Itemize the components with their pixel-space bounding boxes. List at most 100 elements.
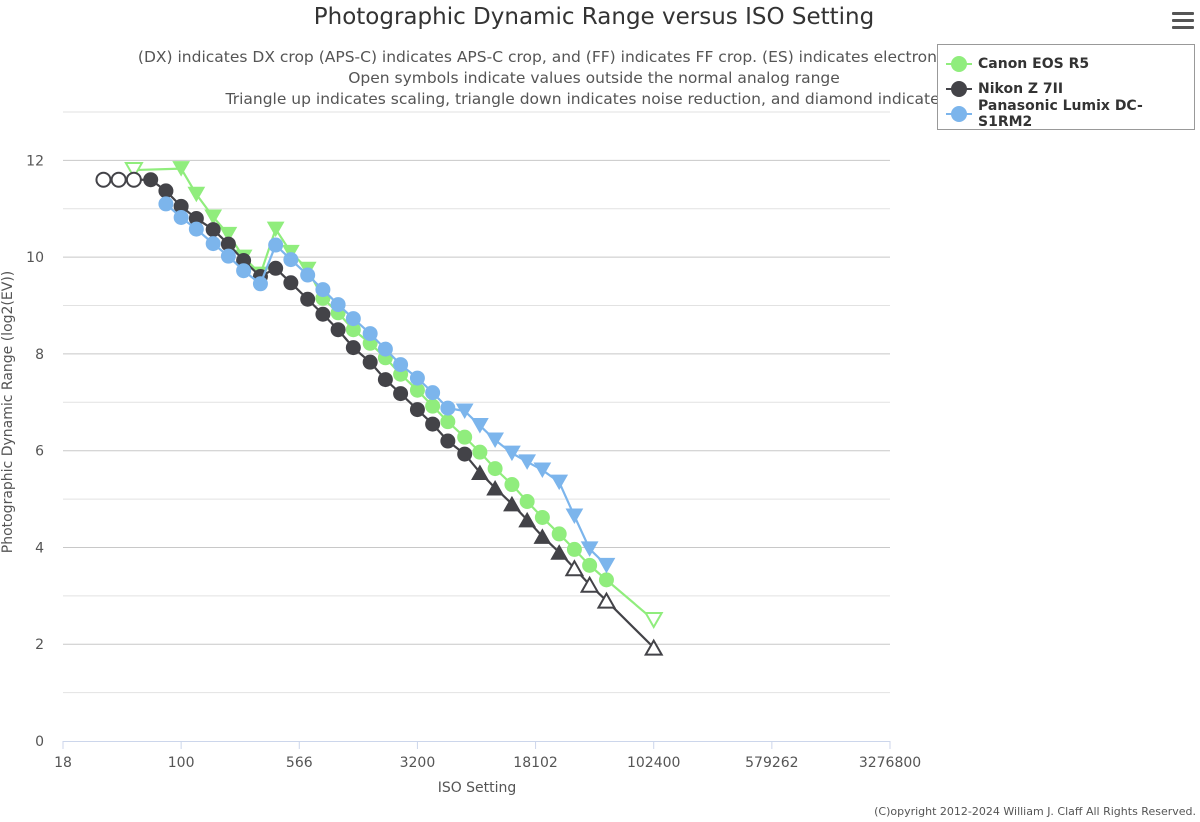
data-point-marker bbox=[643, 612, 664, 630]
data-point-marker bbox=[173, 209, 189, 225]
x-tick-label: 3276800 bbox=[859, 755, 921, 771]
data-point-marker bbox=[582, 557, 598, 573]
chart-legend: Canon EOS R5 Nikon Z 7II Panasonic Lumix D… bbox=[937, 44, 1195, 130]
data-point-marker bbox=[158, 183, 174, 199]
data-point-marker bbox=[457, 429, 473, 445]
data-point-marker bbox=[643, 638, 664, 656]
data-point-marker bbox=[219, 226, 238, 243]
data-point-marker bbox=[362, 326, 378, 342]
data-point-marker bbox=[330, 322, 346, 338]
data-point-marker bbox=[564, 559, 585, 577]
data-point-marker bbox=[425, 385, 441, 401]
data-point-marker bbox=[268, 237, 284, 253]
data-point-marker bbox=[580, 541, 599, 557]
data-point-marker bbox=[471, 464, 489, 480]
data-point-marker bbox=[598, 572, 614, 588]
y-tick-label: 6 bbox=[35, 444, 44, 460]
chart-title: Photographic Dynamic Range versus ISO Se… bbox=[313, 4, 875, 30]
legend-item[interactable]: Nikon Z 7II bbox=[946, 76, 1186, 101]
data-point-marker bbox=[565, 508, 584, 525]
y-tick-label: 2 bbox=[35, 637, 44, 653]
data-point-marker bbox=[579, 575, 600, 593]
data-point-marker bbox=[486, 479, 504, 496]
data-point-marker bbox=[486, 432, 504, 449]
legend-marker bbox=[951, 80, 967, 97]
data-point-marker bbox=[143, 172, 159, 188]
hamburger-menu-icon[interactable] bbox=[1172, 12, 1194, 30]
data-point-marker bbox=[393, 357, 409, 373]
y-tick-label: 12 bbox=[26, 153, 44, 169]
data-point-marker bbox=[504, 477, 520, 493]
y-tick-label: 0 bbox=[35, 734, 44, 750]
data-point-marker bbox=[172, 161, 190, 177]
chart-subtitle-line-1: (DX) indicates DX crop (APS-C) indicates… bbox=[137, 48, 1051, 66]
data-point-marker bbox=[519, 493, 535, 509]
data-point-marker bbox=[362, 354, 378, 370]
y-tick-label: 8 bbox=[35, 347, 44, 363]
data-point-marker bbox=[187, 186, 206, 203]
data-point-marker bbox=[345, 340, 361, 356]
data-point-marker bbox=[409, 370, 425, 386]
data-point-marker bbox=[550, 474, 569, 491]
x-tick-label: 579262 bbox=[745, 755, 798, 771]
data-point-marker bbox=[377, 372, 393, 388]
data-point-marker bbox=[220, 248, 236, 264]
data-point-marker bbox=[377, 341, 393, 357]
data-point-marker bbox=[409, 402, 425, 418]
chart-subtitle-line-2: Open symbols indicate values outside the… bbox=[348, 69, 840, 87]
legend-item[interactable]: Canon EOS R5 bbox=[946, 51, 1186, 76]
chart-subtitle-line-3: Triangle up indicates scaling, triangle … bbox=[225, 90, 963, 108]
data-point-marker bbox=[315, 282, 331, 298]
data-point-marker bbox=[393, 386, 409, 402]
data-point-marker bbox=[503, 495, 521, 512]
data-point-marker bbox=[440, 414, 456, 430]
data-point-marker bbox=[597, 557, 616, 574]
legend-label: Nikon Z 7II bbox=[978, 80, 1064, 97]
menu-bar bbox=[1172, 19, 1194, 22]
data-point-marker bbox=[457, 446, 473, 462]
x-tick-label: 100 bbox=[168, 755, 195, 771]
data-point-marker bbox=[236, 263, 252, 279]
data-point-marker bbox=[283, 275, 299, 291]
data-point-marker bbox=[205, 236, 221, 252]
data-point-marker bbox=[566, 541, 582, 557]
data-point-marker bbox=[425, 398, 441, 414]
data-point-marker bbox=[425, 416, 441, 432]
data-point-marker bbox=[345, 311, 361, 327]
series-line-1 bbox=[103, 178, 655, 649]
x-axis-label: ISO Setting bbox=[437, 780, 517, 796]
data-point-marker bbox=[283, 252, 299, 268]
menu-bar bbox=[1172, 12, 1194, 15]
data-point-marker bbox=[472, 444, 488, 460]
data-point-marker bbox=[110, 171, 127, 188]
data-point-marker bbox=[487, 461, 503, 477]
legend-symbol bbox=[946, 80, 972, 97]
x-tick-label: 18102 bbox=[513, 755, 558, 771]
x-tick-label: 102400 bbox=[627, 755, 680, 771]
data-point-marker bbox=[518, 454, 537, 470]
data-point-marker bbox=[188, 221, 204, 237]
data-point-marker bbox=[471, 418, 489, 434]
legend-symbol bbox=[946, 105, 972, 122]
menu-bar bbox=[1172, 26, 1194, 29]
x-tick-label: 566 bbox=[286, 755, 313, 771]
y-axis-label: Photographic Dynamic Range (log2(EV)) bbox=[0, 270, 16, 554]
data-point-marker bbox=[440, 400, 456, 416]
data-point-marker bbox=[95, 171, 112, 188]
data-point-marker bbox=[550, 544, 569, 560]
legend-label: Panasonic Lumix DC-S1RM2 bbox=[978, 97, 1143, 130]
x-tick-label: 18 bbox=[54, 755, 72, 771]
data-point-marker bbox=[551, 526, 567, 542]
data-point-marker bbox=[518, 511, 537, 528]
data-point-marker bbox=[455, 403, 474, 420]
legend-item[interactable]: Panasonic Lumix DC-S1RM2 bbox=[946, 98, 1186, 130]
data-point-marker bbox=[124, 162, 144, 180]
data-point-marker bbox=[533, 528, 552, 544]
data-point-marker bbox=[266, 221, 285, 238]
legend-symbol bbox=[946, 55, 972, 72]
data-point-marker bbox=[205, 222, 221, 238]
legend-marker bbox=[951, 55, 967, 72]
data-point-marker bbox=[534, 509, 550, 525]
data-point-marker bbox=[300, 267, 316, 283]
